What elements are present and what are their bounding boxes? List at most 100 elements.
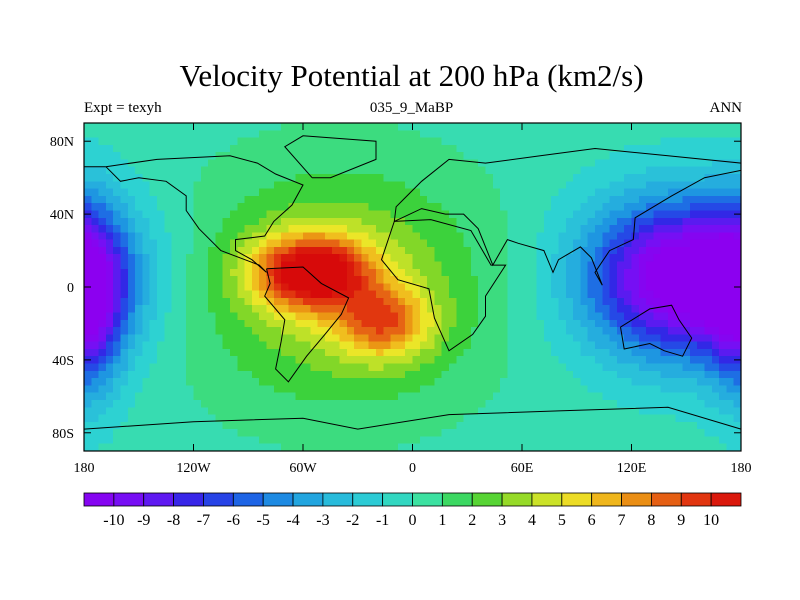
field-cell [178, 399, 187, 408]
field-cell [558, 159, 567, 168]
field-cell [200, 268, 209, 277]
field-cell [522, 166, 530, 175]
field-cell [580, 217, 589, 226]
field-cell [500, 239, 508, 248]
field-cell [186, 421, 195, 430]
field-cell [222, 188, 231, 197]
field-cell [397, 217, 406, 226]
field-cell [660, 225, 669, 233]
field-cell [507, 166, 516, 175]
field-cell [259, 254, 268, 263]
field-cell [507, 283, 516, 292]
field-cell [98, 414, 107, 423]
field-cell [222, 195, 231, 204]
field-cell [558, 348, 567, 357]
field-cell [310, 232, 319, 241]
field-cell [565, 378, 574, 386]
field-cell [485, 297, 494, 306]
field-cell [616, 246, 625, 255]
field-cell [383, 407, 392, 416]
field-cell [609, 392, 618, 401]
field-cell [237, 159, 246, 168]
field-cell [208, 319, 216, 328]
field-cell [558, 181, 567, 190]
field-cell [178, 312, 187, 321]
field-cell [646, 378, 654, 386]
field-cell [427, 348, 435, 357]
field-cell [602, 392, 611, 401]
field-cell [726, 203, 735, 212]
field-cell [339, 399, 348, 408]
field-cell [536, 312, 545, 321]
field-cell [631, 399, 640, 408]
field-cell [434, 268, 443, 277]
field-cell [397, 195, 406, 204]
field-cell [573, 399, 581, 408]
field-cell [120, 319, 129, 328]
colorbar-box [113, 492, 145, 507]
field-cell [565, 334, 574, 343]
field-cell [675, 283, 684, 292]
field-cell [113, 152, 122, 161]
field-cell [653, 276, 662, 284]
field-cell [244, 305, 253, 314]
field-cell [543, 210, 552, 219]
field-cell [149, 290, 158, 299]
field-cell [339, 378, 348, 386]
field-cell [441, 392, 450, 401]
field-cell [653, 225, 662, 233]
field-cell [186, 137, 195, 146]
field-cell [310, 436, 319, 445]
field-cell [208, 297, 216, 306]
field-cell [164, 254, 173, 263]
field-cell [105, 174, 114, 182]
field-cell [105, 144, 114, 153]
field-cell [478, 268, 487, 277]
field-cell [98, 225, 107, 233]
field-cell [346, 159, 355, 168]
field-cell [529, 421, 538, 430]
field-cell [105, 348, 114, 357]
field-cell [171, 166, 180, 175]
field-cell [522, 225, 530, 233]
field-cell [668, 436, 676, 445]
field-cell [266, 137, 275, 146]
field-cell [470, 210, 479, 219]
colorbar-box [352, 492, 384, 507]
field-cell [456, 392, 465, 401]
field-cell [200, 319, 209, 328]
field-cell [84, 297, 92, 306]
field-cell [653, 144, 662, 153]
field-cell [113, 246, 122, 255]
field-cell [135, 268, 143, 277]
field-cell [711, 363, 720, 372]
field-cell [624, 261, 633, 270]
field-cell [558, 239, 567, 248]
field-cell [646, 254, 654, 263]
field-cell [427, 407, 435, 416]
field-cell [463, 327, 472, 335]
field-cell [193, 327, 202, 335]
field-cell [383, 246, 392, 255]
field-cell [682, 159, 691, 168]
field-cell [251, 239, 260, 248]
field-cell [536, 130, 545, 139]
field-cell [383, 283, 392, 292]
field-cell [105, 363, 114, 372]
field-cell [346, 378, 355, 386]
field-cell [595, 232, 603, 241]
field-cell [609, 166, 618, 175]
field-cell [105, 399, 114, 408]
field-cell [324, 399, 333, 408]
field-cell [127, 188, 136, 197]
field-cell [259, 123, 268, 131]
field-cell [602, 414, 611, 423]
field-cell [390, 144, 399, 153]
field-cell [719, 130, 727, 139]
field-cell [84, 276, 92, 284]
field-cell [383, 254, 392, 263]
field-cell [419, 254, 428, 263]
field-cell [164, 123, 173, 131]
field-cell [208, 217, 216, 226]
field-cell [368, 123, 377, 131]
